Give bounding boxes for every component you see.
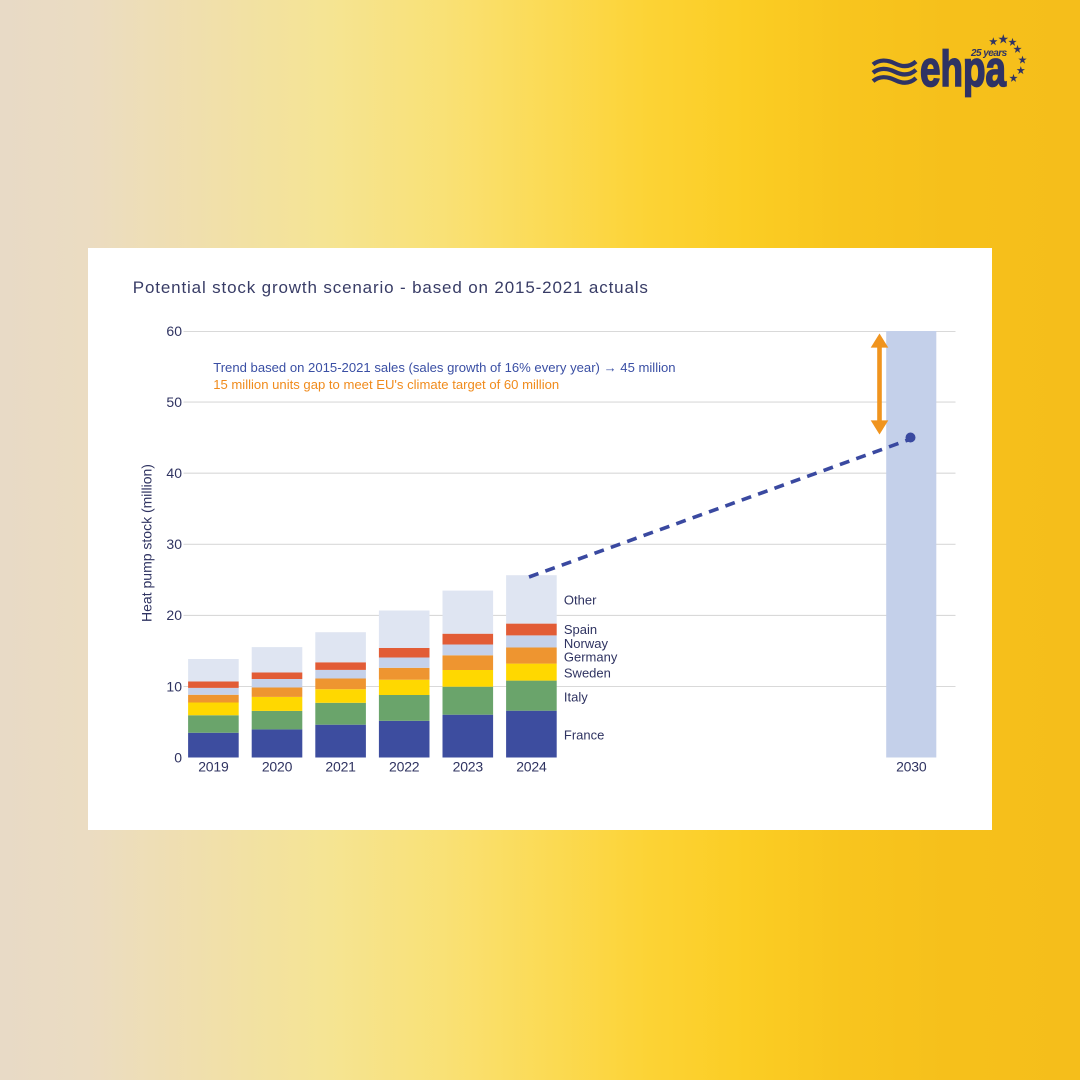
svg-text:Heat pump stock (million): Heat pump stock (million)	[139, 464, 155, 622]
svg-text:50: 50	[166, 394, 182, 410]
svg-text:40: 40	[166, 465, 182, 481]
svg-text:10: 10	[166, 678, 182, 694]
svg-text:ehpa: ehpa	[920, 41, 1007, 97]
svg-text:2020: 2020	[262, 759, 293, 775]
svg-text:Spain: Spain	[564, 622, 597, 637]
svg-text:Sweden: Sweden	[564, 666, 611, 681]
svg-text:2021: 2021	[325, 759, 356, 775]
svg-text:25 years: 25 years	[970, 48, 1008, 59]
svg-text:15 million units gap to meet E: 15 million units gap to meet EU's climat…	[213, 377, 559, 392]
svg-text:Norway: Norway	[564, 636, 609, 651]
svg-text:2022: 2022	[389, 759, 420, 775]
svg-text:20: 20	[166, 607, 182, 623]
svg-text:0: 0	[174, 749, 182, 765]
svg-text:2030: 2030	[896, 759, 927, 775]
svg-text:France: France	[564, 727, 604, 742]
svg-text:Other: Other	[564, 592, 597, 607]
svg-text:2024: 2024	[516, 759, 547, 775]
svg-text:Trend based on 2015-2021 sales: Trend based on 2015-2021 sales (sales gr…	[213, 360, 675, 375]
svg-text:Italy: Italy	[564, 689, 588, 704]
svg-text:Germany: Germany	[564, 650, 618, 665]
svg-text:2023: 2023	[453, 759, 484, 775]
svg-text:60: 60	[166, 323, 182, 339]
svg-text:2019: 2019	[198, 759, 229, 775]
svg-text:30: 30	[166, 536, 182, 552]
svg-text:Potential stock growth scenari: Potential stock growth scenario - based …	[133, 278, 649, 297]
